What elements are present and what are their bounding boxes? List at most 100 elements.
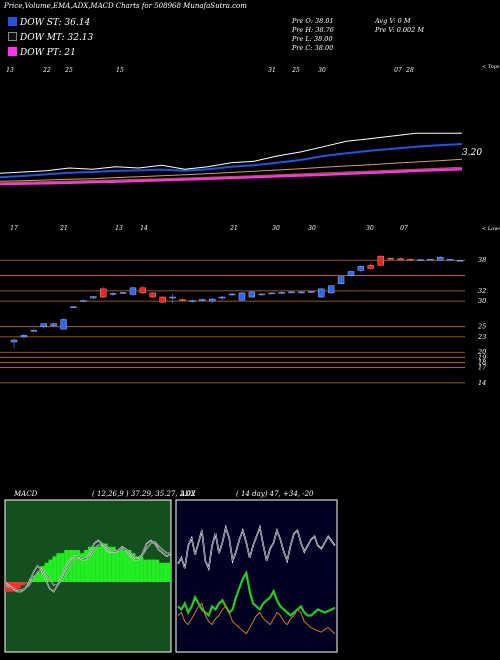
legend-label-pt: DOW PT: 21 [20,48,76,58]
macd-histogram-bar [127,550,132,582]
ema-line-0 [0,167,463,186]
candle-body [397,258,404,260]
price-level-label: 30 [478,297,486,305]
info-pre-open: Pre O: 38.01 [292,17,334,25]
ema-bottom-date-label: 21 [59,225,68,232]
candle-body [159,296,166,303]
ema-bottom-date-label: 13 [115,225,123,232]
candle-body [30,330,38,332]
macd-histogram-bar [48,559,53,582]
candle-body [427,259,434,261]
macd-histogram-bar [52,556,57,582]
macd-histogram-bar [44,562,49,582]
candle-body [99,288,107,298]
candle-body [407,259,414,261]
legend-swatch-st [8,17,17,26]
candle-body [238,292,246,301]
ema-bottom-date-label: 30 [308,225,316,232]
candle-body [80,300,87,302]
legend-dow-mt: DOW MT: 32.13 [8,32,93,43]
adx-label: ADX [180,490,196,498]
macd-histogram-bar [151,559,156,582]
macd-histogram-bar [80,553,85,582]
candle-body [288,291,295,294]
price-level-label: 20 [477,348,486,356]
macd-histogram-bar [107,546,112,582]
candle-body [40,323,47,327]
macd-histogram-bar [167,562,171,582]
macd-histogram-bar [72,550,77,582]
macd-histogram-bar [111,546,116,582]
ema-line-1 [0,143,463,179]
macd-histogram-bar [91,546,96,582]
ema-bottom-date-label: 07 [400,225,408,232]
candle-body [377,255,384,266]
macd-histogram-bar [24,582,29,584]
legend-label-mt: DOW MT: 32.13 [20,33,94,43]
candle-body [228,293,236,296]
info-pre-high: Pre H: 38.76 [292,26,334,34]
ema-tops-label: < Tops [482,64,500,70]
macd-histogram-bar [60,553,65,582]
macd-histogram-bar [123,550,128,582]
ema-top-date-label: 30 [318,67,326,74]
candle-body [357,266,365,271]
ema-top-date-label: 25 [291,67,300,74]
candle-body [327,285,335,294]
price-level-label: 23 [477,333,486,341]
ema-top-date-label: 28 [405,67,414,74]
candle-body [387,257,394,260]
candle-body [258,293,265,296]
macd-histogram-bar [115,550,120,582]
macd-histogram-bar [159,562,164,582]
chart-title: Price,Volume,EMA,ADX,MACD Charts for 508… [4,2,247,10]
ema-line-4 [0,166,463,184]
macd-histogram-bar [32,575,37,582]
ema-top-date-label: 22 [42,67,51,74]
candle-body [456,260,464,262]
candle-body [50,323,57,326]
macd-histogram-bar [119,550,124,582]
info-pre-low: Pre L: 38.00 [292,35,333,43]
candle-body [139,287,147,294]
price-level-label: 25 [477,323,486,331]
macd-histogram-bar [36,572,41,582]
candle-body [278,292,285,294]
candle-body [417,259,424,261]
candle-body [10,339,18,343]
macd-histogram-bar [155,559,160,582]
macd-histogram-bar [20,582,25,586]
ema-price-label: 3.20 [462,148,482,158]
candle-body [189,300,196,302]
macd-histogram-bar [88,546,92,582]
price-level-label: 38 [478,256,486,264]
macd-histogram-bar [147,559,152,582]
candle-body [149,292,156,298]
info-avg-volume: Avg V: 0 M [375,17,411,25]
price-level-label: 17 [478,364,487,372]
ema-top-date-label: 13 [6,67,14,74]
macd-histogram-bar [84,550,88,582]
legend-swatch-pt [8,47,17,56]
candle-body [446,259,454,261]
macd-histogram-bar [139,556,144,582]
candle-body [70,306,77,308]
candle-body [90,296,97,299]
macd-histogram-bar [135,556,140,582]
macd-histogram-bar [56,553,61,582]
candle-body [179,299,186,301]
macd-histogram-bar [40,566,45,582]
candle-body [119,292,127,294]
ema-lows-label: < Lows [482,226,500,232]
info-pre-close: Pre C: 38.00 [292,44,334,52]
candle-body [209,298,216,302]
legend-dow-pt: DOW PT: 21 [8,47,76,58]
price-level-label: 18 [478,358,486,366]
macd-signal-line-core [4,541,171,591]
ema-line-3 [0,158,463,182]
info-pre-volume: Pre V: 0.002 M [375,26,425,34]
ema-top-date-label: 07 [394,67,402,74]
price-level-label: 14 [478,379,486,387]
macd-histogram-bar [5,582,9,592]
